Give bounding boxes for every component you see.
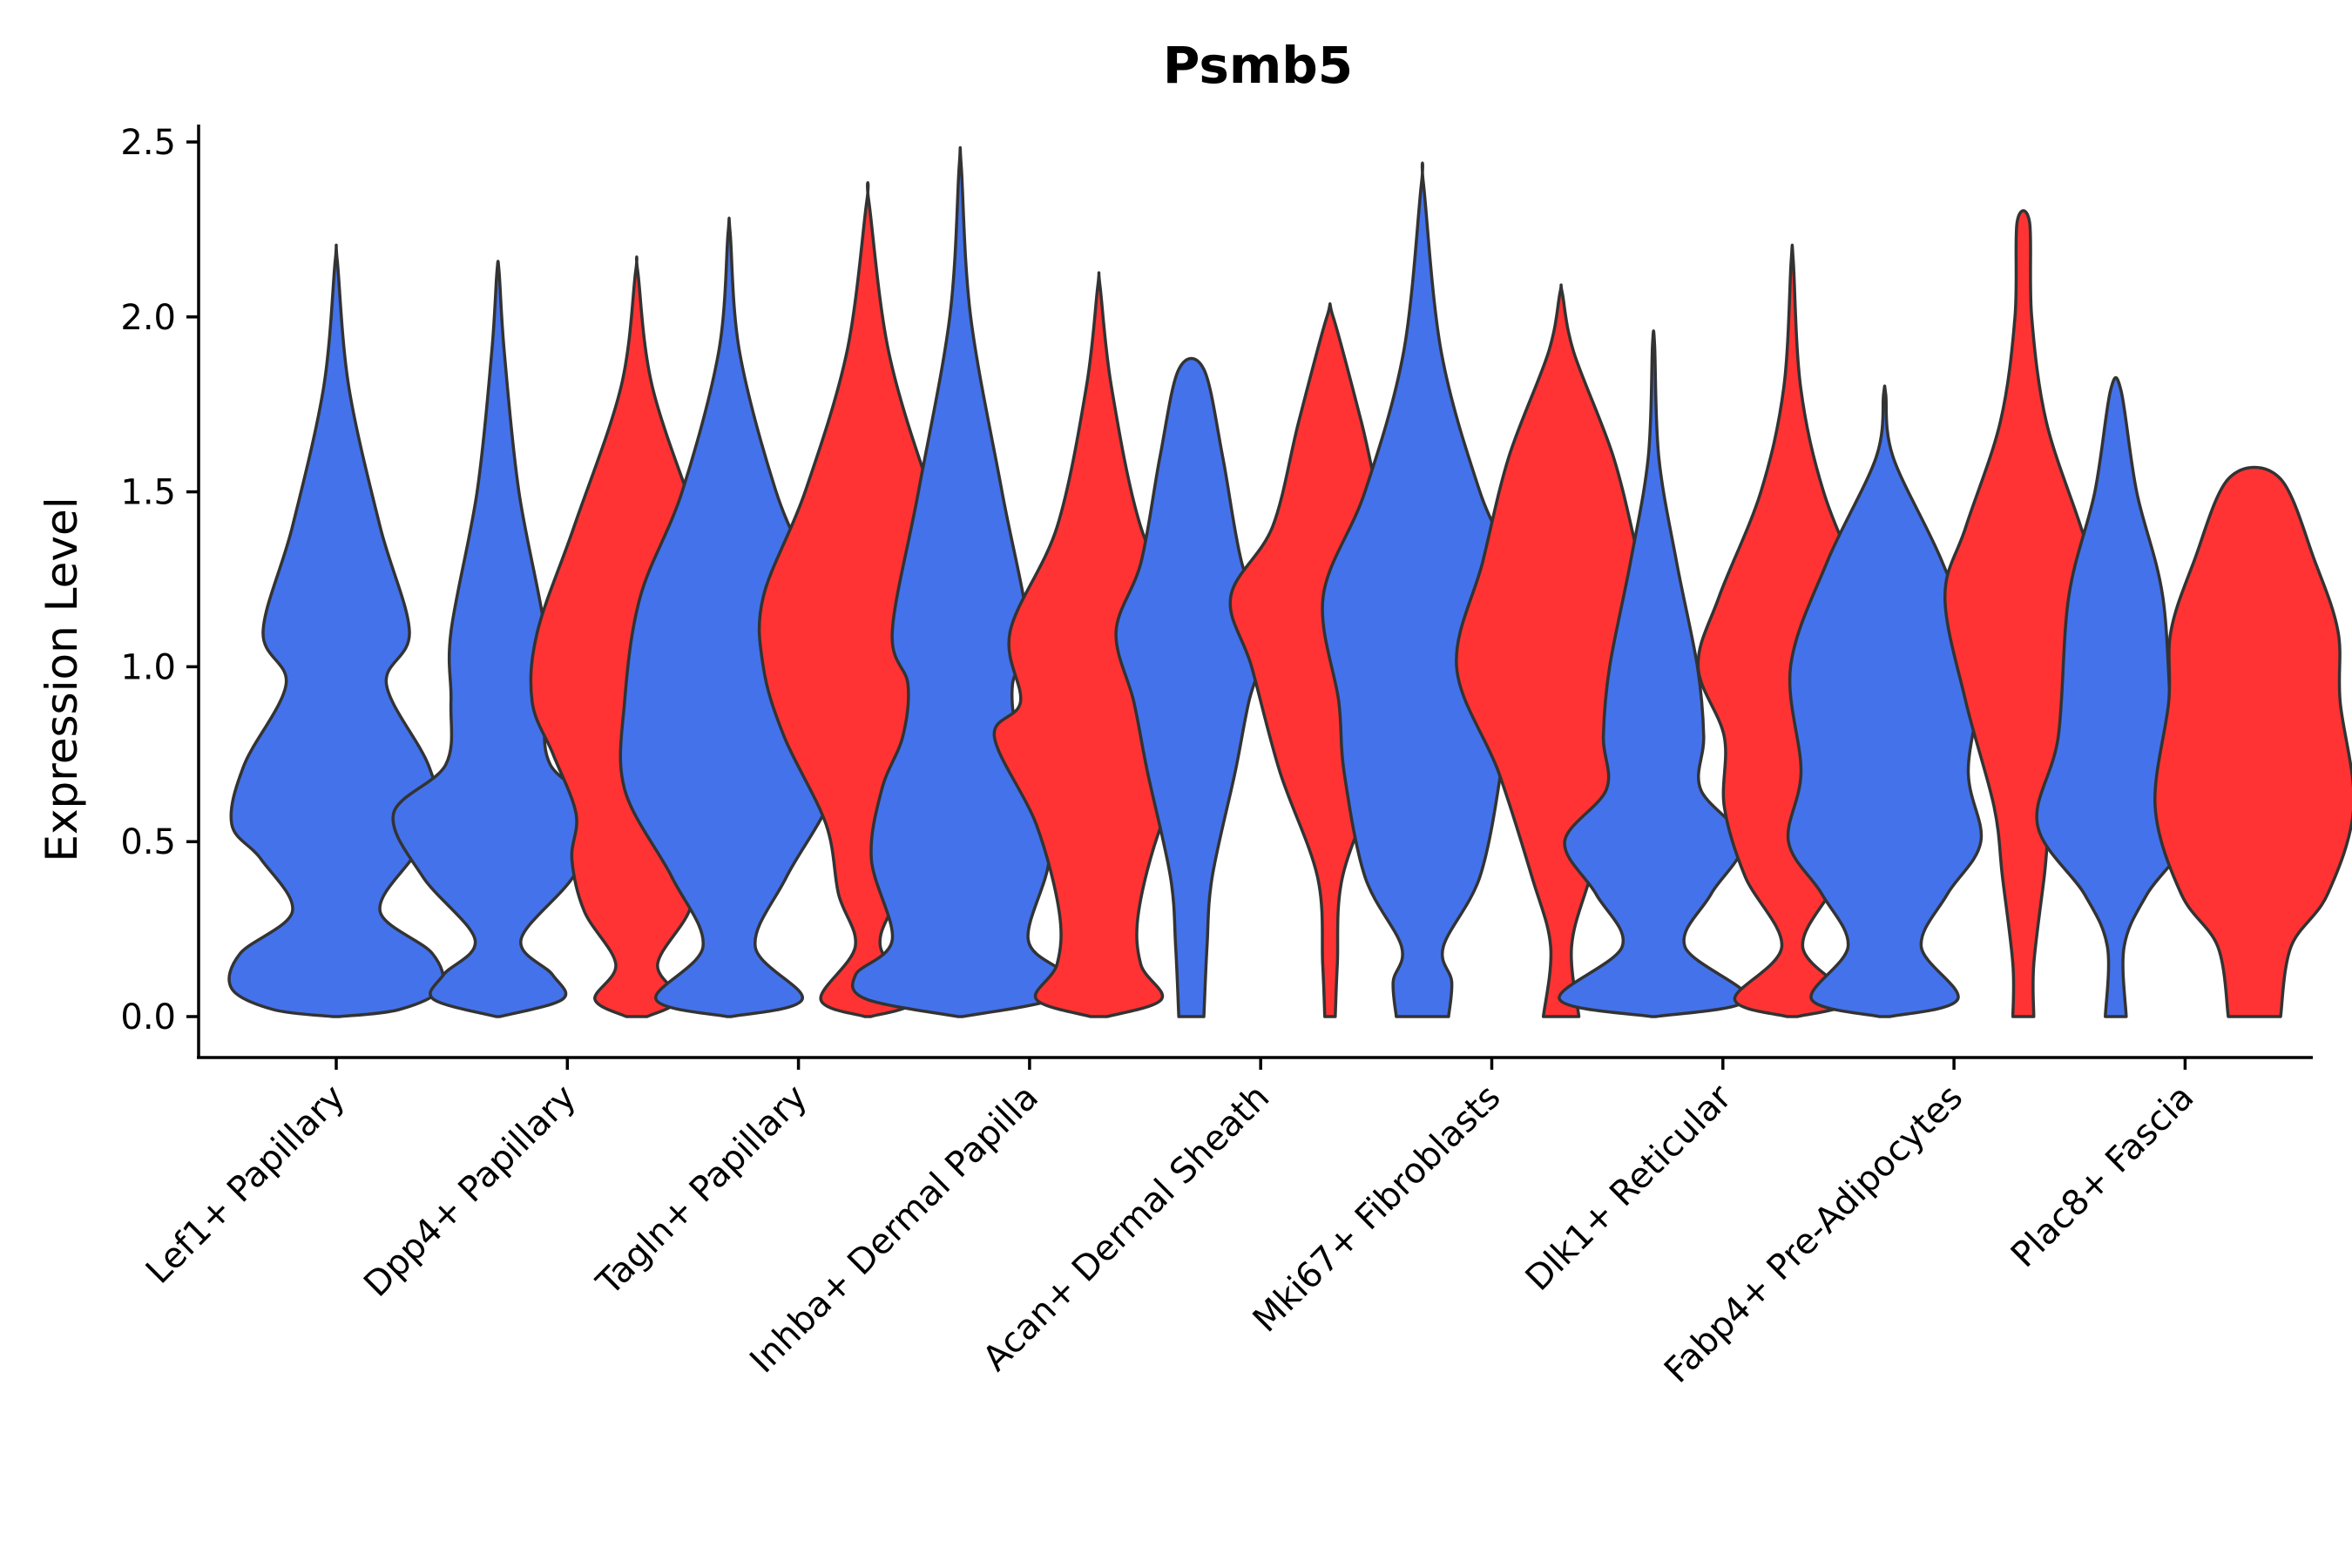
y-tick-label: 2.0 — [120, 298, 176, 338]
violin-3-blue — [618, 216, 840, 1018]
violin-7-blue — [1558, 329, 1749, 1018]
violin-6-blue — [1321, 161, 1524, 1018]
x-tick-label: Dlk1+ Reticular — [1518, 1077, 1740, 1299]
x-tick-label: Lef1+ Papillary — [139, 1078, 353, 1292]
y-tick-label: 1.5 — [120, 473, 176, 513]
chart-title: Psmb5 — [1163, 36, 1353, 95]
y-tick-label: 0.5 — [120, 822, 176, 862]
violin-group — [227, 145, 2352, 1018]
y-tick-label: 2.5 — [120, 123, 176, 163]
y-tick-label: 1.0 — [120, 647, 176, 687]
violin-1-blue — [227, 243, 445, 1018]
x-tick-label: Dpp4+ Papillary — [356, 1078, 584, 1305]
x-tick-label: Mki67+ Fibroblasts — [1246, 1078, 1509, 1341]
x-tick-label: Plac8+ Fascia — [2004, 1078, 2202, 1276]
violin-9-red — [2153, 465, 2352, 1018]
y-axis-label: Expression Level — [37, 497, 87, 862]
violin-5-blue — [1114, 356, 1268, 1018]
x-ticks: Lef1+ Papillary Dpp4+ Papillary Tagln+ Pap… — [139, 1058, 2202, 1391]
y-ticks: 0.0 0.5 1.0 1.5 2.0 2.5 — [120, 123, 199, 1037]
y-tick-label: 0.0 — [120, 997, 176, 1037]
violin-8-blue — [1786, 384, 1984, 1018]
x-tick-label: Tagln+ Papillary — [589, 1078, 815, 1304]
